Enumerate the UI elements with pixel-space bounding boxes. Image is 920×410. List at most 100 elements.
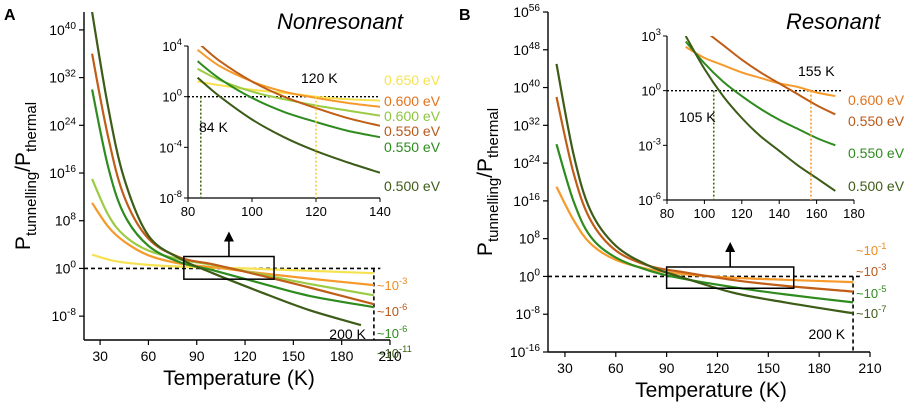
panel-a-chart: 30 60 90 120 150 180 210 10-8 100 108 1016 1024 1032… (12, 12, 441, 390)
inset-x-tick-label: 100 (694, 206, 716, 221)
inset-curves (196, 46, 380, 174)
annotation-200k: 200 K (329, 326, 366, 342)
inset-y-tick-label: 10-8 (159, 189, 182, 206)
series-line-1 (91, 202, 375, 287)
x-tick-label: 150 (282, 348, 306, 364)
end-value-label: ~10-7 (856, 304, 886, 321)
y-axis-title: Ptunnelling/Pthermal (12, 102, 40, 250)
inset-y-tick-label: 104 (162, 37, 182, 54)
end-value-label: ~10-5 (856, 284, 886, 301)
inset-series-line-3 (684, 36, 836, 192)
inset-legend-label: 0.500 eV (848, 178, 905, 194)
inset-y-tick-label: 100 (641, 82, 661, 99)
y-tick-label: 1032 (513, 116, 540, 133)
end-value-label: ~10-1 (856, 241, 886, 258)
inset-series-line-0 (197, 80, 380, 102)
panel-b-title: Resonant (786, 9, 881, 34)
x-tick-label: 120 (233, 348, 257, 364)
inset-series-line-2 (684, 40, 836, 147)
y-tick-label: 1016 (49, 164, 76, 181)
curves-group (91, 12, 375, 327)
x-tick-label: 150 (757, 360, 781, 376)
end-value-label: ~10-6 (377, 302, 407, 319)
y-tick-label: 1024 (513, 154, 540, 171)
end-value-label: ~10-3 (377, 276, 407, 293)
inset-legend-label: 0.500 eV (384, 178, 441, 194)
inset-series-line-1 (709, 36, 836, 116)
panel-b-chart: 30 60 90 120 150 180 210 10-16 10-8 100 108 1016 102… (474, 3, 905, 402)
series-line-2 (555, 143, 854, 304)
y-tick-label: 100 (519, 267, 541, 284)
y-tick-label: 1016 (513, 192, 540, 209)
panel-a-title: Nonresonant (277, 9, 404, 34)
inset-series-line-2 (197, 67, 380, 117)
x-tick-label: 180 (330, 348, 354, 364)
x-tick-label: 120 (706, 360, 730, 376)
inset-x-tick-label: 120 (731, 206, 753, 221)
inset-legend-label: 0.550 eV (384, 139, 441, 155)
inset-y-tick-label: 103 (641, 27, 661, 44)
inset-legend-label: 0.650 eV (384, 72, 441, 88)
inset-x-tick-label: 80 (660, 206, 674, 221)
inset-temp-marker-label: 105 K (679, 109, 716, 125)
x-tick-label: 60 (141, 348, 157, 364)
end-value-label: ~10-6 (377, 324, 407, 341)
inset-x-tick-label: 140 (768, 206, 790, 221)
y-tick-label: 108 (55, 212, 77, 229)
inset-series-line-1 (197, 48, 380, 108)
inset-legend-label: 0.600 eV (384, 108, 441, 124)
x-tick-label: 210 (858, 360, 882, 376)
inset-temp-marker-label: 84 K (199, 119, 228, 135)
y-tick-label: 10-8 (51, 307, 76, 324)
end-value-label: ~10-11 (377, 344, 412, 361)
inset-chart: 80 100 120 140 10-8 10-4 100 104 120 K 84 K 0.650 … (159, 37, 440, 219)
inset-x-tick-label: 160 (806, 206, 828, 221)
inset-series-line-5 (196, 76, 380, 174)
y-axis-title: Ptunnelling/Pthermal (474, 108, 502, 256)
inset-y-tick-label: 10-4 (159, 138, 182, 155)
series-line-4 (91, 89, 375, 309)
panel-b-letter: B (459, 7, 471, 24)
x-axis-title: Temperature (K) (635, 379, 787, 402)
x-tick-label: 180 (807, 360, 831, 376)
inset-legend-label: 0.550 eV (848, 145, 905, 161)
inset-legend-label: 0.550 eV (384, 123, 441, 139)
x-tick-label: 210 (378, 348, 402, 364)
inset-y-tick-label: 100 (162, 88, 182, 105)
x-tick-label: 90 (189, 348, 205, 364)
inset-y-tick-label: 10-6 (638, 191, 661, 208)
inset-x-tick-label: 120 (305, 204, 327, 219)
x-tick-label: 60 (608, 360, 624, 376)
end-value-label: ~10-3 (856, 262, 886, 279)
annotation-200k: 200 K (808, 326, 845, 342)
inset-x-tick-label: 80 (181, 204, 195, 219)
y-tick-label: 1040 (49, 21, 76, 38)
series-line-3 (555, 63, 854, 315)
y-tick-label: 100 (55, 259, 77, 276)
inset-x-tick-label: 180 (843, 206, 865, 221)
series-line-2 (91, 178, 375, 297)
y-tick-label: 1024 (49, 116, 76, 133)
series-line-0 (555, 186, 854, 284)
inset-x-tick-label: 100 (241, 204, 263, 219)
inset-series-line-3 (200, 46, 380, 127)
inset-temp-marker-label: 120 K (301, 70, 338, 86)
inset-legend-label: 0.600 eV (848, 92, 905, 108)
y-tick-label: 1056 (513, 3, 540, 20)
y-tick-label: 1032 (49, 69, 76, 86)
y-tick-label: 108 (519, 230, 541, 247)
y-tick-label: 10-8 (515, 305, 540, 322)
y-tick-label: 10-16 (510, 343, 541, 360)
x-tick-label: 90 (659, 360, 675, 376)
x-tick-label: 30 (92, 348, 108, 364)
inset-legend-label: 0.550 eV (848, 113, 905, 129)
x-axis-title: Temperature (K) (163, 367, 315, 390)
x-tick-label: 30 (557, 360, 573, 376)
inset-x-tick-label: 140 (369, 204, 391, 219)
inset-series-line-4 (196, 60, 380, 139)
inset-legend-label: 0.600 eV (384, 93, 441, 109)
inset-y-tick-label: 10-3 (638, 136, 661, 153)
series-line-1 (555, 96, 854, 293)
y-tick-label: 1048 (513, 41, 540, 58)
